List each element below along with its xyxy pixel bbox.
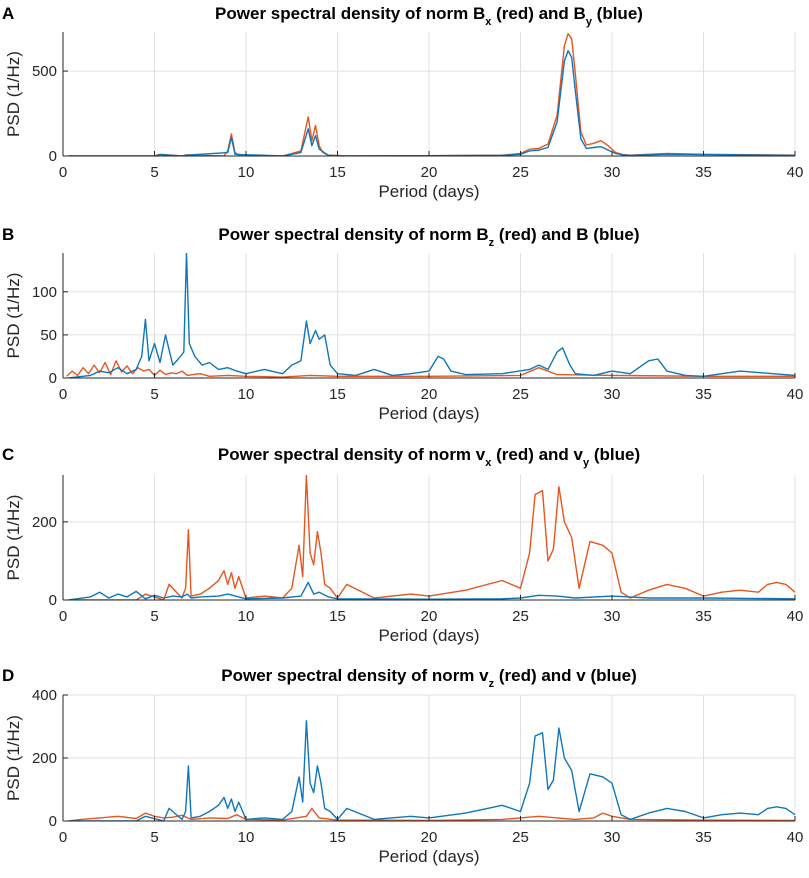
y-tick-label: 0 bbox=[49, 370, 57, 387]
title-part: Power spectral density of norm v bbox=[221, 666, 489, 685]
x-tick-label: 15 bbox=[329, 829, 346, 846]
x-axis-label: Period (days) bbox=[378, 626, 479, 645]
x-tick-label: 5 bbox=[150, 164, 158, 181]
chart-title: Power spectral density of norm vz (red) … bbox=[221, 666, 636, 690]
title-subscript: z bbox=[489, 237, 495, 249]
x-tick-label: 40 bbox=[787, 164, 804, 181]
x-tick-label: 0 bbox=[59, 608, 67, 625]
panel-b: B Power spectral density of norm Bz (red)… bbox=[2, 225, 803, 423]
y-axis-label: PSD (1/Hz) bbox=[4, 715, 23, 801]
x-tick-label: 35 bbox=[695, 386, 712, 403]
chart-title: Power spectral density of norm vx (red) … bbox=[218, 445, 640, 469]
x-tick-label: 15 bbox=[329, 164, 346, 181]
x-tick-label: 0 bbox=[59, 829, 67, 846]
panel-d: D Power spectral density of norm vz (red)… bbox=[2, 666, 803, 866]
panel-letter: B bbox=[2, 225, 14, 244]
panel-a: A Power spectral density of norm Bx (red)… bbox=[2, 4, 803, 201]
x-tick-label: 10 bbox=[238, 386, 255, 403]
panel-letter: A bbox=[2, 4, 14, 23]
x-tick-label: 25 bbox=[512, 386, 529, 403]
x-axis-label: Period (days) bbox=[378, 404, 479, 423]
title-subscript: z bbox=[489, 678, 495, 690]
panel-letter: D bbox=[2, 666, 14, 685]
x-tick-label: 5 bbox=[150, 829, 158, 846]
title-subscript: y bbox=[583, 457, 590, 469]
panel-letter: C bbox=[2, 445, 14, 464]
title-part: Power spectral density of norm v bbox=[218, 445, 486, 464]
x-tick-label: 5 bbox=[150, 386, 158, 403]
title-part: (blue) bbox=[592, 4, 643, 23]
series-norm-vy bbox=[68, 581, 795, 600]
title-subscript: y bbox=[586, 16, 593, 28]
y-tick-label: 400 bbox=[32, 687, 57, 704]
title-part: Power spectral density of norm B bbox=[215, 4, 485, 23]
series-norm-v bbox=[68, 720, 795, 821]
y-tick-label: 50 bbox=[40, 327, 57, 344]
x-tick-label: 20 bbox=[421, 829, 438, 846]
series-norm-by bbox=[68, 50, 795, 156]
x-tick-label: 15 bbox=[329, 386, 346, 403]
x-axis-label: Period (days) bbox=[378, 847, 479, 866]
x-tick-label: 10 bbox=[238, 829, 255, 846]
x-tick-label: 35 bbox=[695, 164, 712, 181]
x-tick-label: 40 bbox=[787, 608, 804, 625]
title-part: (red) and B (blue) bbox=[494, 225, 639, 244]
x-tick-label: 30 bbox=[604, 829, 621, 846]
y-tick-label: 200 bbox=[32, 750, 57, 767]
chart-title: Power spectral density of norm Bx (red) … bbox=[215, 4, 643, 28]
series-norm-vz bbox=[68, 807, 795, 821]
title-part: Power spectral density of norm B bbox=[218, 225, 488, 244]
x-tick-label: 40 bbox=[787, 829, 804, 846]
y-tick-label: 500 bbox=[32, 63, 57, 80]
x-tick-label: 30 bbox=[604, 164, 621, 181]
series-norm-b bbox=[68, 253, 795, 378]
x-tick-label: 25 bbox=[512, 608, 529, 625]
x-tick-label: 20 bbox=[421, 386, 438, 403]
x-tick-label: 20 bbox=[421, 608, 438, 625]
x-tick-label: 30 bbox=[604, 386, 621, 403]
y-axis-label: PSD (1/Hz) bbox=[4, 273, 23, 359]
y-tick-label: 0 bbox=[49, 148, 57, 165]
x-tick-label: 20 bbox=[421, 164, 438, 181]
x-tick-label: 25 bbox=[512, 829, 529, 846]
y-tick-label: 0 bbox=[49, 813, 57, 830]
title-subscript: x bbox=[485, 457, 492, 469]
x-tick-label: 10 bbox=[238, 164, 255, 181]
y-axis-label: PSD (1/Hz) bbox=[4, 51, 23, 137]
x-tick-label: 0 bbox=[59, 164, 67, 181]
title-part: (red) and v bbox=[491, 445, 583, 464]
series-norm-vx bbox=[68, 475, 795, 600]
x-tick-label: 0 bbox=[59, 386, 67, 403]
chart-title: Power spectral density of norm Bz (red) … bbox=[218, 225, 639, 249]
x-tick-label: 40 bbox=[787, 386, 804, 403]
x-tick-label: 35 bbox=[695, 608, 712, 625]
x-tick-label: 25 bbox=[512, 164, 529, 181]
x-tick-label: 5 bbox=[150, 608, 158, 625]
y-axis-label: PSD (1/Hz) bbox=[4, 495, 23, 581]
panel-c: C Power spectral density of norm vx (red)… bbox=[2, 445, 803, 645]
y-tick-label: 100 bbox=[32, 284, 57, 301]
x-axis-label: Period (days) bbox=[378, 182, 479, 201]
y-tick-label: 0 bbox=[49, 592, 57, 609]
title-part: (blue) bbox=[589, 445, 640, 464]
series-norm-bx bbox=[68, 33, 795, 156]
y-tick-label: 200 bbox=[32, 514, 57, 531]
x-tick-label: 35 bbox=[695, 829, 712, 846]
title-part: (red) and B bbox=[491, 4, 585, 23]
x-tick-label: 15 bbox=[329, 608, 346, 625]
x-tick-label: 30 bbox=[604, 608, 621, 625]
title-subscript: x bbox=[485, 16, 492, 28]
title-part: (red) and v (blue) bbox=[494, 666, 637, 685]
x-tick-label: 10 bbox=[238, 608, 255, 625]
